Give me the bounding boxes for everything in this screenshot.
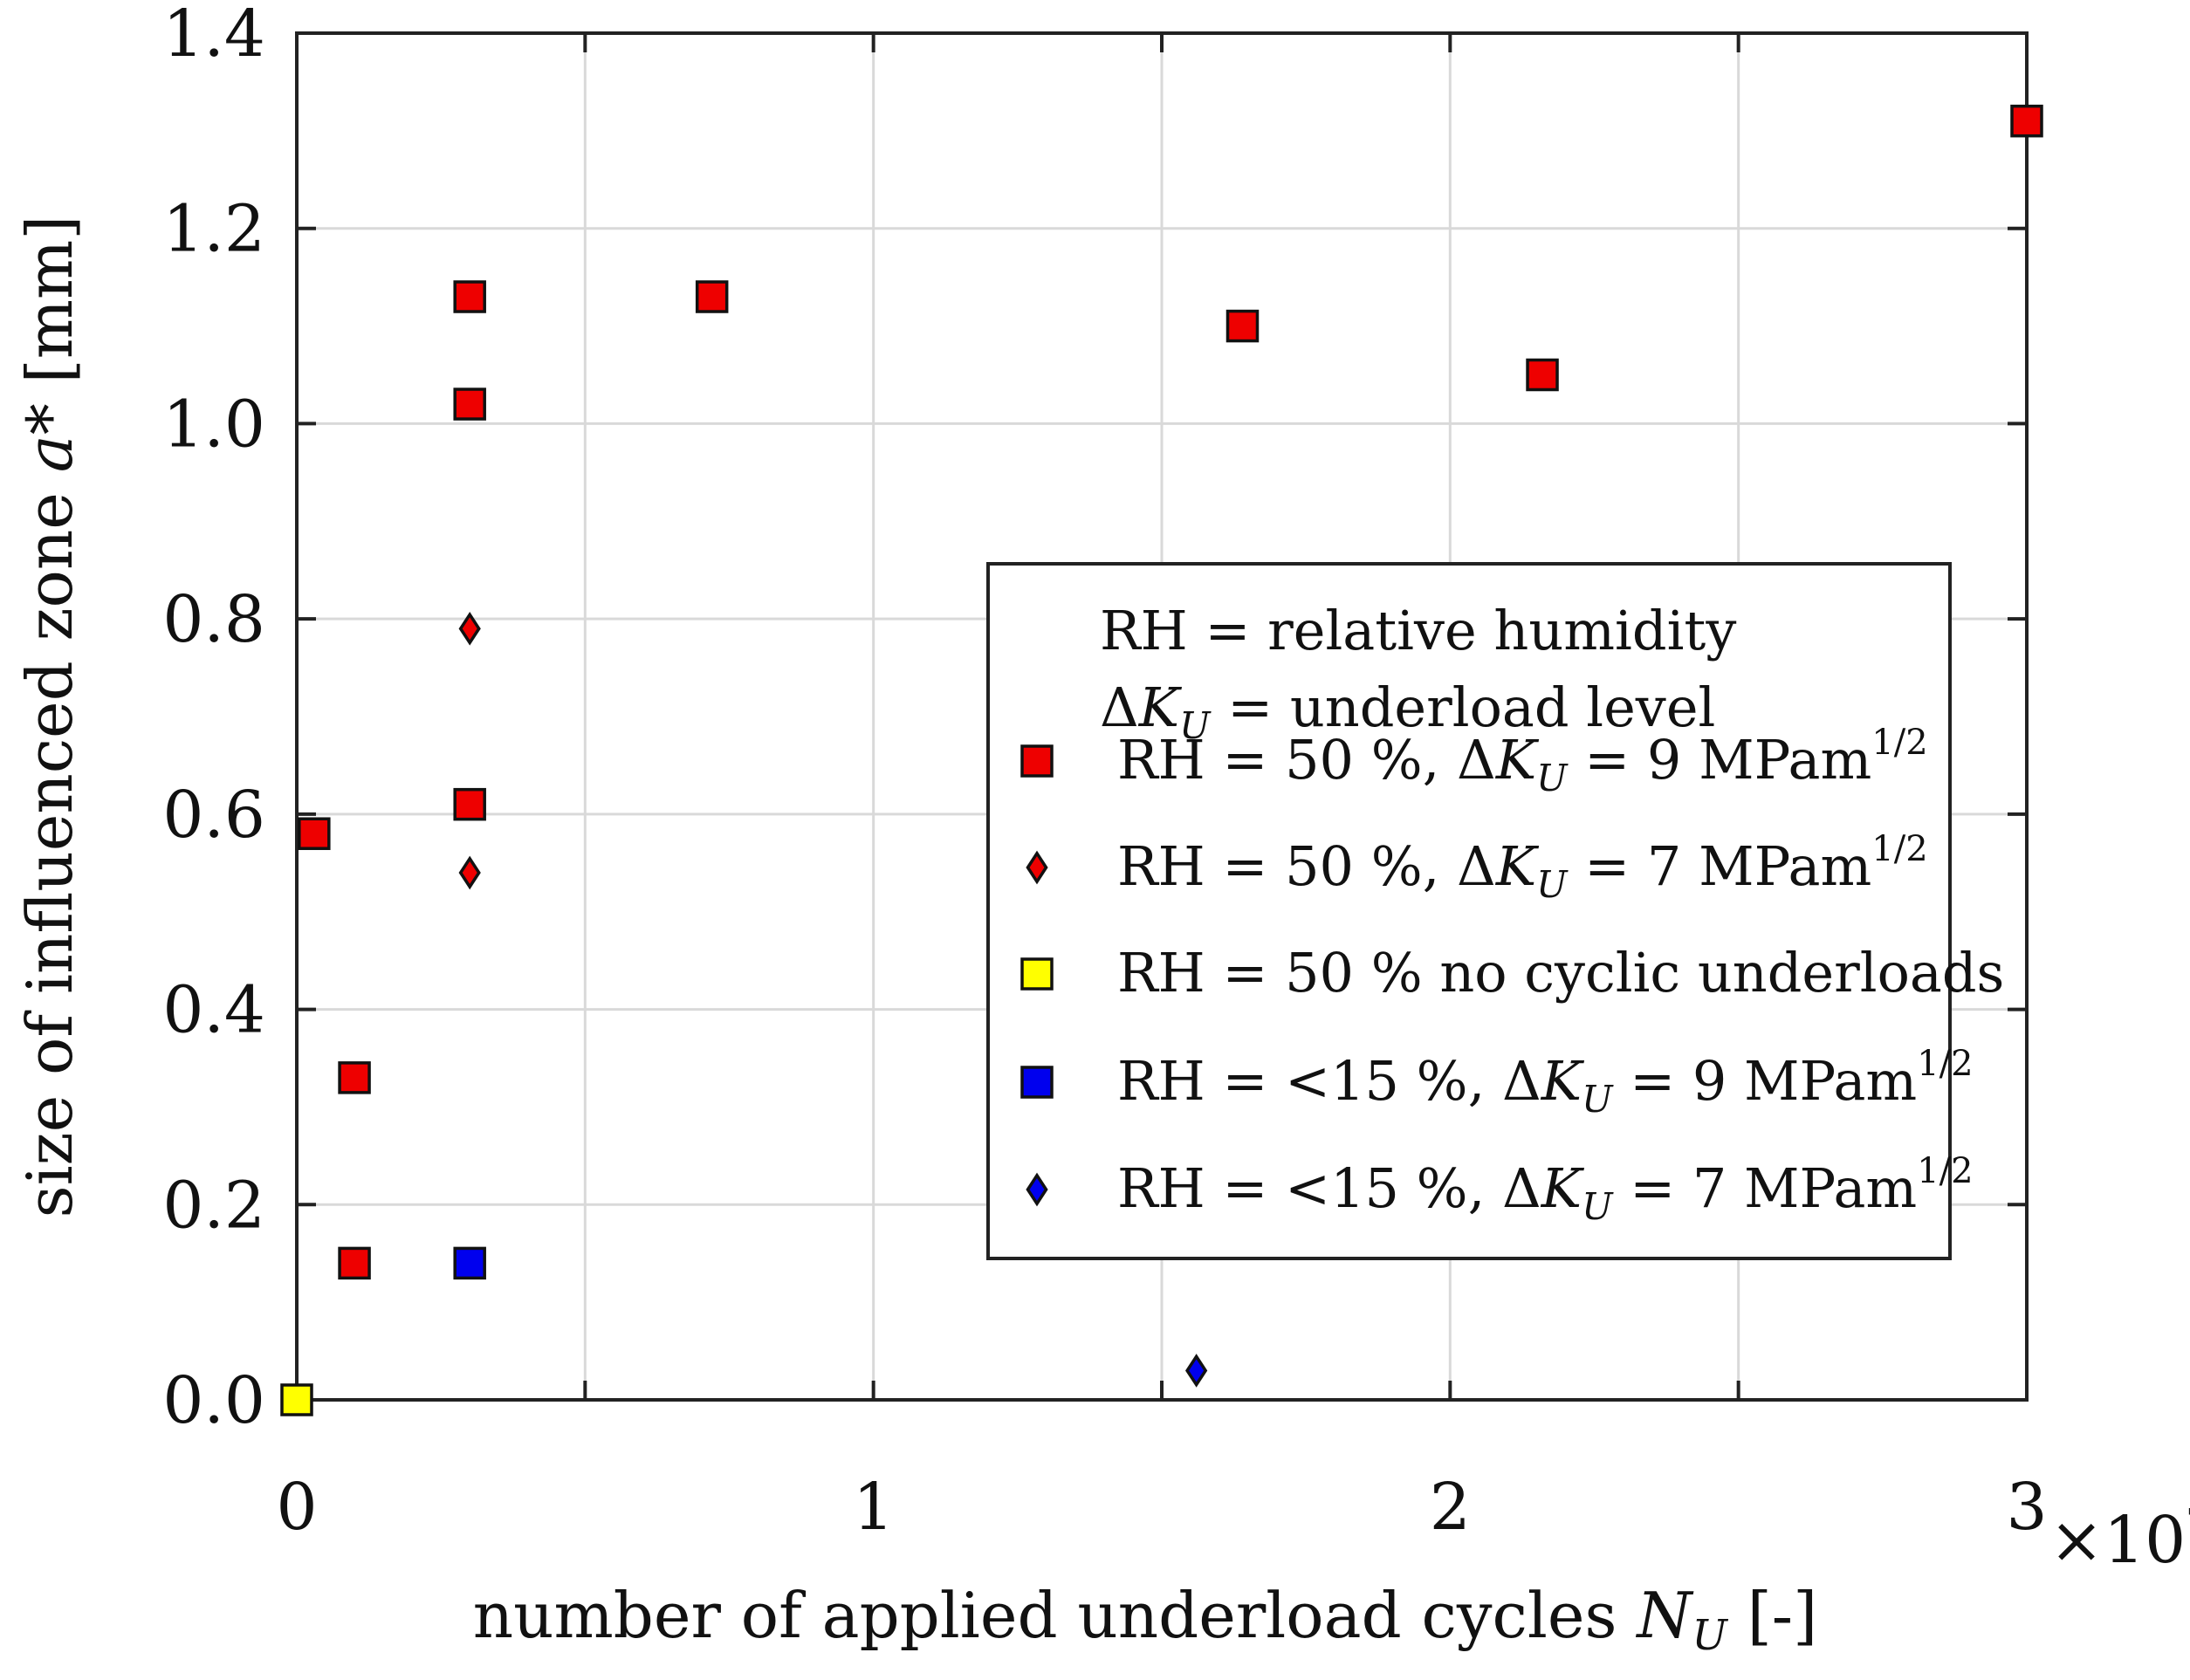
data-point-series-5 — [1185, 1354, 1208, 1388]
data-point-series-4 — [453, 1246, 486, 1280]
y-tick-label: 1.2 — [162, 192, 265, 267]
data-markers — [280, 104, 2043, 1416]
legend-entry-label: RH = 50 %, ΔKU = 7 MPam1/2 — [1117, 829, 1928, 906]
data-point-series-1 — [338, 1061, 371, 1094]
legend: RH = relative humidity ΔKU = underload le… — [986, 562, 2004, 1260]
data-point-series-1 — [2010, 104, 2043, 138]
legend-marker-5 — [1026, 1172, 1048, 1207]
x-tick-label: 1 — [853, 1470, 894, 1545]
data-point-series-1 — [453, 387, 486, 421]
legend-entry-label: RH = 50 % no cyclic underloads — [1117, 941, 2004, 1005]
legend-marker-2 — [1026, 850, 1048, 885]
y-tick-label: 0.8 — [162, 582, 265, 657]
x-tick-label: 2 — [1430, 1470, 1471, 1545]
x-axis-title: number of applied underload cycles NU [-… — [473, 1579, 1817, 1660]
legend-marker-1 — [1020, 744, 1054, 778]
axis-labels: ×107 number of applied underload cycles … — [13, 216, 2190, 1660]
axis-ticks: 0 1 2 3 0.0 0.2 0.4 0.6 0.8 1.0 1.2 1.4 — [162, 0, 2047, 1545]
legend-marker-4 — [1020, 1066, 1054, 1099]
x-axis-multiplier: ×107 — [2049, 1501, 2190, 1578]
data-point-series-1 — [298, 817, 331, 850]
data-point-series-1 — [338, 1246, 371, 1280]
data-point-series-1 — [1225, 309, 1260, 343]
data-point-series-1 — [453, 787, 486, 821]
data-point-series-2 — [458, 611, 481, 646]
data-point-series-1 — [695, 280, 729, 313]
legend-entry-label: RH = <15 %, ΔKU = 9 MPam1/2 — [1117, 1044, 1974, 1121]
legend-entry-label: RH = 50 %, ΔKU = 9 MPam1/2 — [1117, 723, 1928, 799]
legend-note: RH = relative humidity — [1100, 599, 1736, 662]
y-tick-label: 1.0 — [162, 387, 265, 462]
legend-marker-3 — [1020, 957, 1054, 991]
legend-entry-label: RH = <15 %, ΔKU = 7 MPam1/2 — [1117, 1151, 1974, 1228]
y-tick-label: 1.4 — [162, 0, 265, 72]
y-axis-title: size of influenced zone a* [mm] — [13, 216, 86, 1218]
y-tick-label: 0.2 — [162, 1168, 265, 1243]
x-tick-label: 0 — [276, 1470, 317, 1545]
y-tick-label: 0.6 — [162, 778, 265, 853]
data-point-series-1 — [1526, 358, 1559, 392]
data-point-series-2 — [458, 855, 481, 890]
x-tick-label: 3 — [2006, 1470, 2047, 1545]
data-point-series-3 — [280, 1383, 313, 1416]
legend-box — [986, 562, 1952, 1260]
y-tick-label: 0.0 — [162, 1363, 265, 1438]
legend-note: ΔKU = underload level — [1100, 675, 1715, 747]
data-point-series-1 — [453, 280, 486, 313]
y-tick-label: 0.4 — [162, 973, 265, 1048]
